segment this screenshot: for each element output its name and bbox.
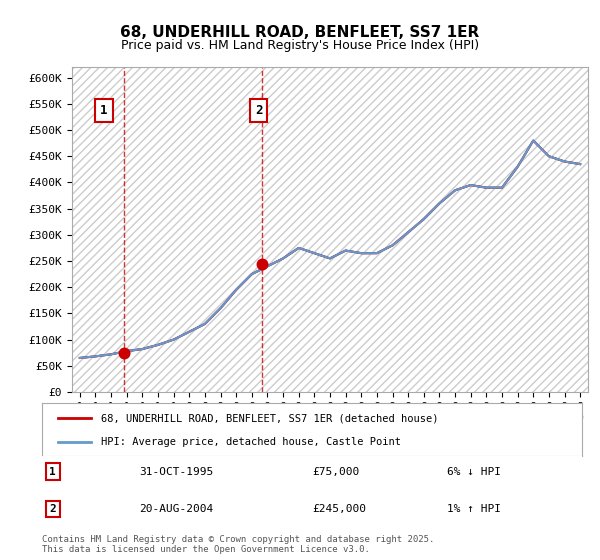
Text: 68, UNDERHILL ROAD, BENFLEET, SS7 1ER (detached house): 68, UNDERHILL ROAD, BENFLEET, SS7 1ER (d…	[101, 413, 439, 423]
Text: HPI: Average price, detached house, Castle Point: HPI: Average price, detached house, Cast…	[101, 436, 401, 446]
Text: Price paid vs. HM Land Registry's House Price Index (HPI): Price paid vs. HM Land Registry's House …	[121, 39, 479, 52]
Point	[119, 348, 129, 357]
Text: 6% ↓ HPI: 6% ↓ HPI	[447, 467, 501, 477]
Point	[257, 259, 266, 268]
Text: £75,000: £75,000	[312, 467, 359, 477]
Text: 1% ↑ HPI: 1% ↑ HPI	[447, 504, 501, 514]
Text: 2: 2	[49, 504, 56, 514]
Text: 31-OCT-1995: 31-OCT-1995	[139, 467, 214, 477]
Text: 2: 2	[255, 104, 262, 118]
Text: 1: 1	[100, 104, 107, 118]
Text: £245,000: £245,000	[312, 504, 366, 514]
Text: Contains HM Land Registry data © Crown copyright and database right 2025.
This d: Contains HM Land Registry data © Crown c…	[42, 535, 434, 554]
Text: 68, UNDERHILL ROAD, BENFLEET, SS7 1ER: 68, UNDERHILL ROAD, BENFLEET, SS7 1ER	[121, 25, 479, 40]
Text: 20-AUG-2004: 20-AUG-2004	[139, 504, 214, 514]
Text: 1: 1	[49, 467, 56, 477]
